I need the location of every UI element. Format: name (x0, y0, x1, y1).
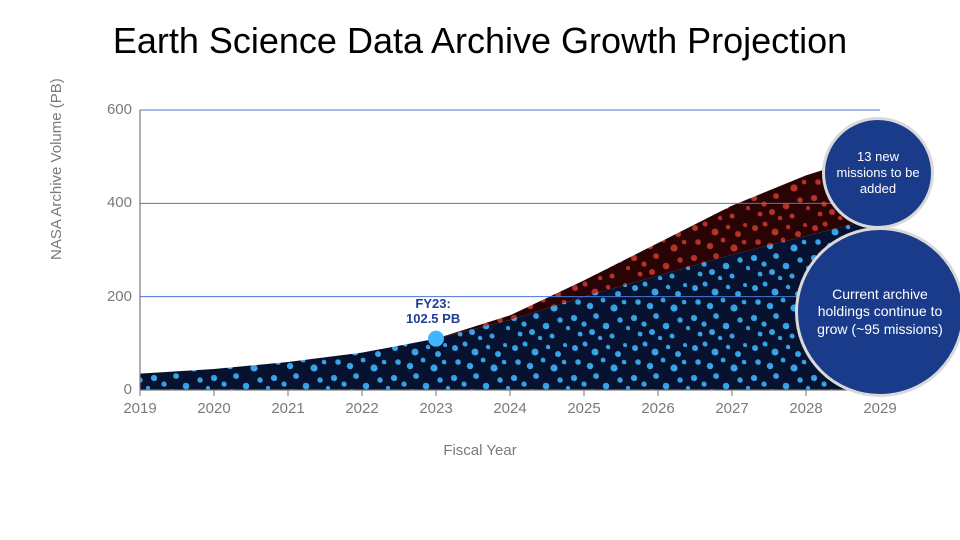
x-axis-label: Fiscal Year (0, 442, 960, 459)
current-archive-bubble: Current archive holdings continue to gro… (795, 227, 960, 397)
new-missions-bubble-text: 13 new missions to be added (825, 149, 931, 198)
callout-line1: FY23: (406, 297, 460, 312)
x-tick-label: 2028 (789, 400, 822, 417)
callout-marker (428, 331, 444, 347)
x-tick-label: 2029 (863, 400, 896, 417)
x-tick-label: 2027 (715, 400, 748, 417)
slide: Earth Science Data Archive Growth Projec… (0, 0, 960, 540)
x-tick-label: 2023 (419, 400, 452, 417)
callout-line2: 102.5 PB (406, 312, 460, 327)
y-tick-label: 200 (92, 288, 132, 305)
y-tick-label: 600 (92, 101, 132, 118)
current-archive-bubble-text: Current archive holdings continue to gro… (798, 286, 960, 339)
x-tick-label: 2022 (345, 400, 378, 417)
page-title: Earth Science Data Archive Growth Projec… (0, 20, 960, 62)
new-missions-bubble: 13 new missions to be added (822, 117, 934, 229)
x-tick-label: 2026 (641, 400, 674, 417)
y-axis-label: NASA Archive Volume (PB) (48, 78, 65, 260)
y-tick-label: 400 (92, 194, 132, 211)
x-tick-label: 2019 (123, 400, 156, 417)
x-tick-label: 2025 (567, 400, 600, 417)
x-tick-label: 2024 (493, 400, 526, 417)
y-tick-label: 0 (92, 381, 132, 398)
callout-label: FY23:102.5 PB (406, 297, 460, 327)
x-tick-label: 2020 (197, 400, 230, 417)
chart-svg (90, 100, 890, 430)
chart (90, 100, 890, 430)
x-tick-label: 2021 (271, 400, 304, 417)
